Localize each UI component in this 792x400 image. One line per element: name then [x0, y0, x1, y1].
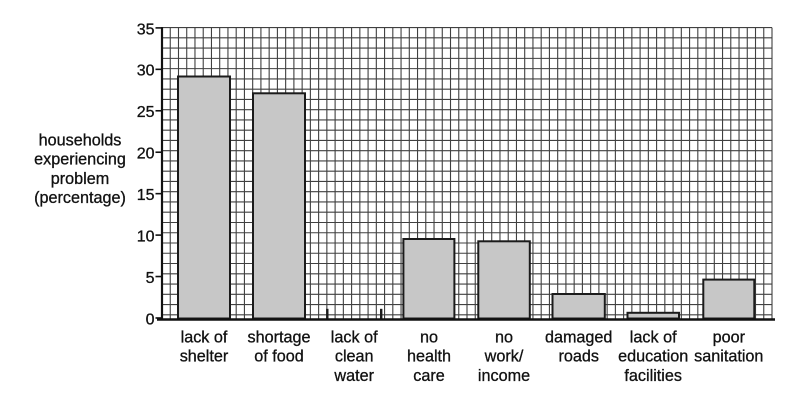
svg-text:clean: clean	[335, 348, 374, 366]
svg-text:households: households	[39, 131, 122, 149]
svg-text:income: income	[478, 367, 530, 385]
svg-text:35: 35	[137, 21, 155, 38]
svg-text:shelter: shelter	[180, 348, 229, 366]
svg-text:work/: work/	[484, 348, 524, 366]
svg-text:poor: poor	[713, 329, 746, 347]
svg-text:30: 30	[137, 63, 155, 80]
svg-text:sanitation: sanitation	[694, 348, 763, 366]
svg-text:(percentage): (percentage)	[34, 189, 126, 207]
svg-text:health: health	[407, 348, 451, 366]
svg-text:0: 0	[146, 311, 155, 328]
svg-text:shortage: shortage	[248, 329, 311, 347]
svg-text:no: no	[495, 329, 513, 347]
svg-text:problem: problem	[51, 170, 109, 188]
svg-text:roads: roads	[558, 348, 599, 366]
svg-text:5: 5	[146, 270, 155, 287]
svg-text:care: care	[413, 367, 445, 385]
svg-text:20: 20	[137, 146, 155, 163]
svg-text:25: 25	[137, 104, 155, 121]
svg-text:15: 15	[137, 187, 155, 204]
svg-text:lack of: lack of	[331, 329, 378, 347]
svg-text:damaged: damaged	[545, 329, 613, 347]
svg-text:education: education	[618, 348, 688, 366]
svg-text:experiencing: experiencing	[34, 151, 126, 169]
svg-text:of food: of food	[254, 348, 304, 366]
svg-text:lack of: lack of	[630, 329, 677, 347]
svg-text:10: 10	[137, 229, 155, 246]
svg-text:facilities: facilities	[624, 367, 682, 385]
svg-text:no: no	[420, 329, 438, 347]
svg-text:lack of: lack of	[181, 329, 228, 347]
svg-text:water: water	[333, 367, 374, 385]
